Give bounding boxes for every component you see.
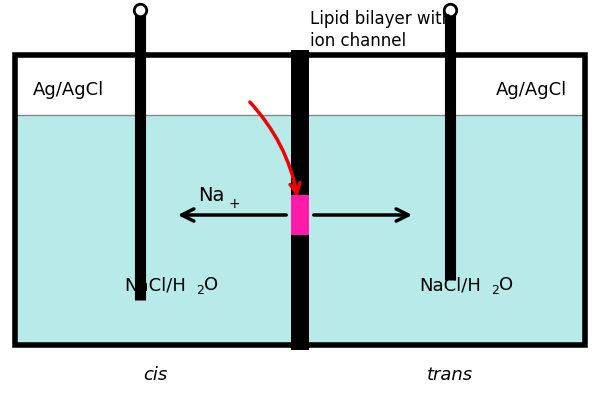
Text: Ag/AgCl: Ag/AgCl — [496, 81, 567, 99]
Bar — [15, 115, 291, 345]
Text: O: O — [499, 276, 513, 294]
Bar — [291, 235, 309, 350]
Text: NaCl/H: NaCl/H — [124, 276, 186, 294]
Text: O: O — [204, 276, 218, 294]
Text: Na: Na — [199, 186, 225, 205]
Text: Lipid bilayer with
ion channel: Lipid bilayer with ion channel — [310, 10, 452, 50]
Bar — [15, 55, 585, 345]
Text: +: + — [228, 197, 239, 211]
Text: 2: 2 — [491, 284, 499, 296]
Bar — [291, 50, 309, 195]
Text: 2: 2 — [196, 284, 204, 296]
Text: trans: trans — [427, 366, 473, 384]
Text: cis: cis — [143, 366, 167, 384]
Bar — [291, 195, 309, 235]
Text: NaCl/H: NaCl/H — [419, 276, 481, 294]
Text: Ag/AgCl: Ag/AgCl — [33, 81, 104, 99]
Bar — [309, 115, 585, 345]
